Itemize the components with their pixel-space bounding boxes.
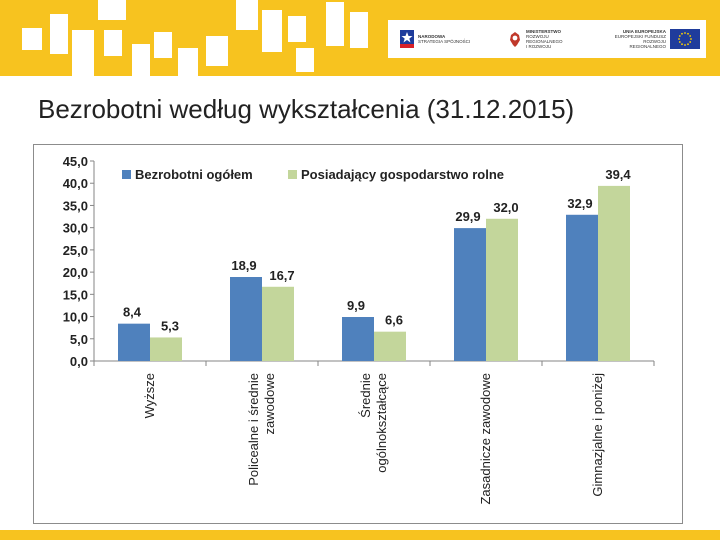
slide-title: Bezrobotni według wykształcenia (31.12.2… [38,94,575,124]
decor-block [104,30,122,56]
x-category-label-line: Średnie [358,373,373,418]
x-category-label: Wyższe [142,373,157,418]
decor-block [326,2,344,46]
bar-farm-owners [486,218,518,361]
data-label: 8,4 [123,305,142,320]
bar-unemployed-total [566,214,598,361]
bar-unemployed-total [230,277,262,361]
header-banner: NARODOWA STRATEGIA SPÓJNOŚCI MINISTERSTW… [0,0,720,76]
star-logo-icon [400,30,414,48]
data-label: 5,3 [161,318,179,333]
fund-logo: NARODOWA STRATEGIA SPÓJNOŚCI [400,22,476,56]
decor-block [178,48,198,76]
logo-strip: NARODOWA STRATEGIA SPÓJNOŚCI MINISTERSTW… [392,22,702,56]
y-tick-label: 15,0 [63,287,88,302]
x-category-label-line: zawodowe [262,373,277,434]
bar-farm-owners [150,337,182,361]
fund-logo-text: NARODOWA STRATEGIA SPÓJNOŚCI [418,34,476,44]
decor-block [236,0,258,30]
ministry-title: MINISTERSTWO [526,29,561,34]
data-label: 6,6 [385,313,403,328]
y-tick-label: 5,0 [70,332,88,347]
bar-unemployed-total [454,228,486,361]
legend-label: Bezrobotni ogółem [135,167,253,182]
y-tick-label: 35,0 [63,198,88,213]
decor-block [288,16,306,42]
x-category-label-line: Gimnazjalne i poniżej [590,373,605,497]
ministry-logo-text: MINISTERSTWO ROZWOJU REGIONALNEGO I ROZW… [526,29,584,49]
ministry-logo: MINISTERSTWO ROZWOJU REGIONALNEGO I ROZW… [508,22,584,56]
decor-block [206,36,228,66]
y-tick-label: 10,0 [63,310,88,325]
fund-subtitle: STRATEGIA SPÓJNOŚCI [418,39,471,44]
decor-block [72,30,94,76]
y-tick-label: 40,0 [63,176,88,191]
chart-frame: 0,0 5,0 10,0 15,0 20,0 25,0 30,0 35,0 40,0 45,0 8,… [33,144,683,524]
y-tick-label: 20,0 [63,265,88,280]
eu-flag-icon [670,29,700,49]
legend-swatch [122,170,131,179]
y-tick-label: 45,0 [63,154,88,169]
fund-title: NARODOWA [418,34,446,39]
logo-background [388,20,706,58]
decor-block [132,44,150,76]
eu-title: UNIA EUROPEJSKA [622,29,666,34]
bar-chart: 0,0 5,0 10,0 15,0 20,0 25,0 30,0 35,0 40,0 45,0 8,… [63,154,655,505]
bar-unemployed-total [342,317,374,361]
eu-logo: UNIA EUROPEJSKA EUROPEJSKI FUNDUSZ ROZWO… [612,22,700,56]
x-category-label: Zasadnicze zawodowe [478,373,493,505]
y-tick-label: 30,0 [63,221,88,236]
bar-farm-owners [374,331,406,361]
decor-block [262,10,282,52]
footer-bar [0,530,720,540]
data-label: 16,7 [269,268,294,283]
ministry-line3: I ROZWOJU [526,44,552,49]
decor-block [350,12,368,48]
x-category-label-line: ogólnokształcące [374,373,389,473]
x-category-label-line: Policealne i średnie [246,373,261,486]
data-label: 39,4 [605,167,631,182]
ministry-line2: ROZWOJU REGIONALNEGO [526,34,563,44]
decor-block [50,14,68,54]
eu-line3: ROZWOJU REGIONALNEGO [629,39,666,49]
bar-farm-owners [598,185,630,361]
bar-farm-owners [262,286,294,361]
legend-swatch [288,170,297,179]
x-category-label: Gimnazjalne i poniżej [590,373,605,497]
bar-unemployed-total [118,323,150,361]
data-label: 32,9 [567,196,592,211]
eu-logo-text: UNIA EUROPEJSKA EUROPEJSKI FUNDUSZ ROZWO… [612,29,666,49]
data-label: 32,0 [493,200,518,215]
y-tick-label: 25,0 [63,243,88,258]
data-label: 29,9 [455,209,480,224]
y-tick-label: 0,0 [70,354,88,369]
decor-block [296,48,314,72]
decor-block [154,32,172,58]
data-label: 18,9 [231,258,256,273]
eagle-emblem-icon [510,32,520,47]
x-category-label-line: Zasadnicze zawodowe [478,373,493,505]
x-category-label: Policealne i średniezawodowe [246,373,277,486]
x-category-label-line: Wyższe [142,373,157,418]
decor-block [22,28,42,50]
decor-block [98,0,126,20]
data-label: 9,9 [347,298,365,313]
x-category-label: Średnieogólnokształcące [358,373,389,473]
legend-label: Posiadający gospodarstwo rolne [301,167,504,182]
eu-line2: EUROPEJSKI FUNDUSZ [614,34,666,39]
